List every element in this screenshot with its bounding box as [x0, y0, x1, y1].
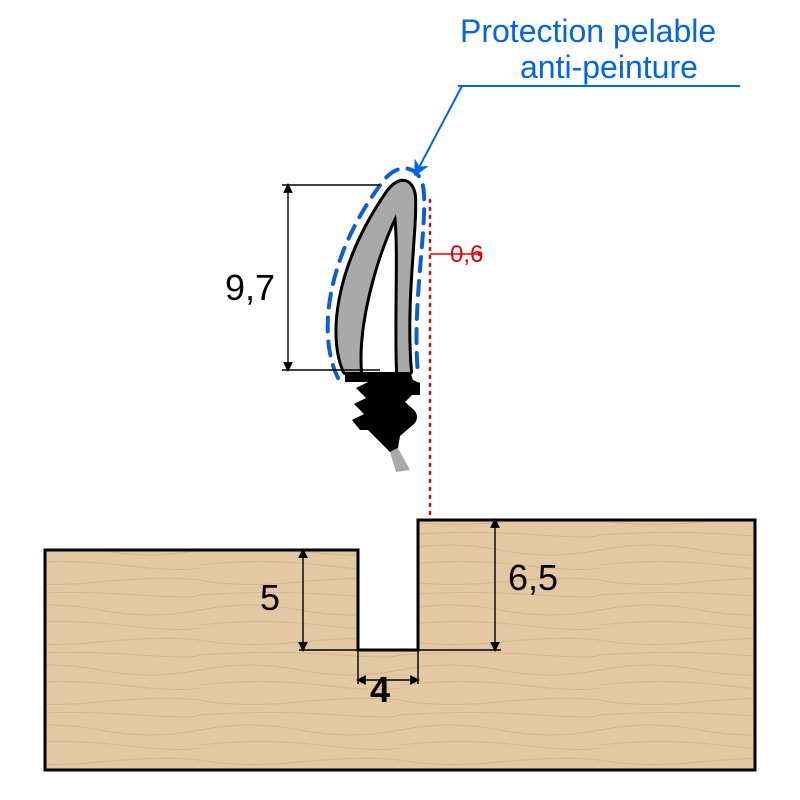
annotation-line1: Protection pelable — [460, 13, 716, 49]
seal-profile — [328, 168, 424, 472]
annotation-line2: anti-peinture — [520, 49, 698, 85]
wood-substrate — [45, 520, 755, 770]
dim-groove-width: 4 — [370, 669, 390, 710]
annotation-protection: Protection pelable anti-peinture — [415, 13, 740, 175]
dim-lip-height: 9,7 — [225, 267, 275, 308]
dim-offset: 0,6 — [450, 241, 483, 268]
dim-groove-depth-left: 5 — [260, 577, 280, 618]
dim-groove-depth-right: 6,5 — [508, 557, 558, 598]
